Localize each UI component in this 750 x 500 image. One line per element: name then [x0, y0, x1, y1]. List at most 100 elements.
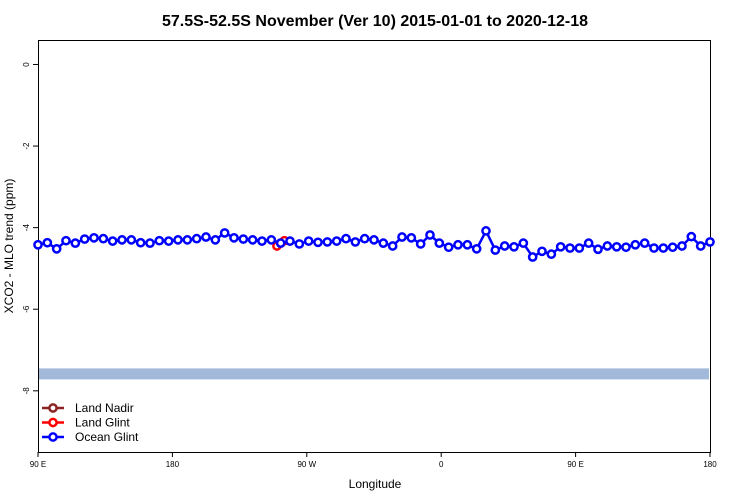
- land-mask-rect: [39, 368, 709, 380]
- legend-land-nadir-marker: [48, 403, 58, 413]
- ocean-glint-point: [583, 238, 594, 248]
- legend-ocean-glint-label: Ocean Glint: [75, 430, 139, 444]
- y-tick-label: -2: [22, 142, 31, 150]
- ocean-glint-point: [537, 246, 547, 257]
- ocean-glint-point: [602, 241, 613, 251]
- ocean-glint-point: [593, 244, 603, 255]
- y-tick-label: -6: [22, 305, 31, 313]
- legend-ocean-glint-marker: [48, 432, 58, 442]
- ocean-glint-point: [369, 235, 379, 245]
- ocean-glint-point: [341, 233, 351, 244]
- ocean-glint-point: [182, 235, 193, 245]
- legend-land-nadir-label: Land Nadir: [75, 401, 134, 415]
- x-tick-label: 90 E: [30, 460, 46, 469]
- ocean-glint-point: [378, 238, 389, 248]
- ocean-glint-point: [621, 242, 631, 253]
- ocean-glint-point: [191, 233, 202, 244]
- ocean-glint-point: [201, 232, 211, 242]
- ocean-glint-point: [415, 239, 426, 249]
- ocean-glint-point: [257, 236, 267, 246]
- ocean-glint-point: [490, 245, 501, 255]
- legend-land-glint-label: Land Glint: [75, 416, 130, 430]
- legend-land-glint-marker: [48, 417, 58, 428]
- ocean-glint-point: [518, 238, 529, 248]
- x-axis-ticks: 90 E 180 90 W 0 90 E 180: [30, 452, 717, 469]
- ocean-glint-point: [275, 238, 286, 248]
- ocean-glint-point: [33, 239, 43, 250]
- ocean-glint-point: [247, 235, 258, 245]
- ocean-glint-point: [51, 244, 62, 254]
- ocean-glint-point: [695, 241, 706, 251]
- ocean-glint-point: [397, 232, 407, 242]
- ocean-glint-point: [238, 234, 249, 244]
- ocean-glint-point: [481, 226, 491, 236]
- ocean-glint-point: [107, 236, 118, 246]
- land-mask-band: [39, 368, 709, 380]
- ocean-glint-point: [359, 233, 370, 244]
- ocean-glint-point: [705, 237, 715, 247]
- ocean-glint-point: [527, 252, 538, 262]
- ocean-glint-point: [126, 235, 137, 245]
- ocean-glint-point: [639, 238, 650, 248]
- ocean-glint-point: [154, 235, 165, 246]
- y-tick-label: 0: [22, 62, 31, 67]
- ocean-glint-point: [686, 231, 697, 242]
- ocean-glint-point: [630, 239, 641, 250]
- ocean-glint-point: [443, 242, 454, 253]
- ocean-glint-point: [79, 234, 90, 244]
- ocean-glint-point: [462, 239, 473, 250]
- ocean-glint-point: [555, 241, 566, 252]
- y-tick-label: -4: [22, 224, 31, 232]
- ocean-glint-point: [546, 249, 557, 260]
- x-tick-label: 180: [703, 460, 717, 469]
- ocean-glint-point: [658, 243, 669, 253]
- x-tick-label: 90 W: [297, 460, 316, 469]
- ocean-glint-point: [266, 235, 277, 245]
- ocean-glint-point: [611, 241, 622, 252]
- ocean-glint-point: [434, 238, 445, 248]
- ocean-glint-point: [145, 238, 155, 248]
- y-axis-ticks: 0 -2 -4 -6 -8: [22, 62, 38, 395]
- ocean-glint-point: [322, 237, 333, 247]
- ocean-glint-point: [70, 238, 81, 248]
- ocean-glint-point: [453, 239, 463, 250]
- y-tick-label: -8: [22, 387, 31, 395]
- x-tick-label: 0: [439, 460, 444, 469]
- ocean-glint-point: [649, 243, 659, 253]
- ocean-glint-point: [677, 241, 687, 251]
- ocean-glint-point: [294, 239, 305, 249]
- ocean-glint-point: [210, 235, 221, 245]
- ocean-glint-point: [574, 243, 585, 253]
- ocean-glint-point: [42, 237, 53, 248]
- ocean-glint-point: [285, 236, 295, 246]
- ocean-glint-point: [387, 241, 398, 251]
- y-axis-label: XCO2 - MLO trend (ppm): [2, 179, 16, 314]
- ocean-glint-point: [89, 232, 99, 243]
- x-tick-label: 180: [166, 460, 180, 469]
- ocean-glint-point: [313, 237, 323, 248]
- ocean-glint-point: [425, 230, 435, 240]
- ocean-glint-point: [61, 235, 71, 246]
- ocean-glint-point: [350, 237, 361, 247]
- ocean-glint-point: [406, 232, 417, 243]
- ocean-glint-point: [667, 242, 678, 253]
- ocean-glint-point: [98, 233, 109, 244]
- ocean-glint-point: [331, 236, 342, 246]
- ocean-glint-point: [163, 236, 174, 246]
- ocean-glint-point: [471, 244, 482, 254]
- ocean-glint-point: [303, 236, 314, 246]
- x-axis-label: Longitude: [349, 477, 402, 491]
- ocean-glint-point: [565, 243, 575, 253]
- ocean-glint-point: [135, 237, 146, 248]
- x-tick-label: 90 E: [567, 460, 583, 469]
- series-layer: [33, 226, 715, 262]
- ocean-glint-point: [173, 235, 183, 245]
- ocean-glint-point: [499, 241, 510, 251]
- ocean-glint-point: [117, 235, 127, 245]
- ocean-glint-point: [229, 232, 239, 243]
- chart-title: 57.5S-52.5S November (Ver 10) 2015-01-01…: [162, 13, 588, 30]
- ocean-glint-point: [509, 241, 519, 252]
- ocean-glint-point: [219, 228, 230, 238]
